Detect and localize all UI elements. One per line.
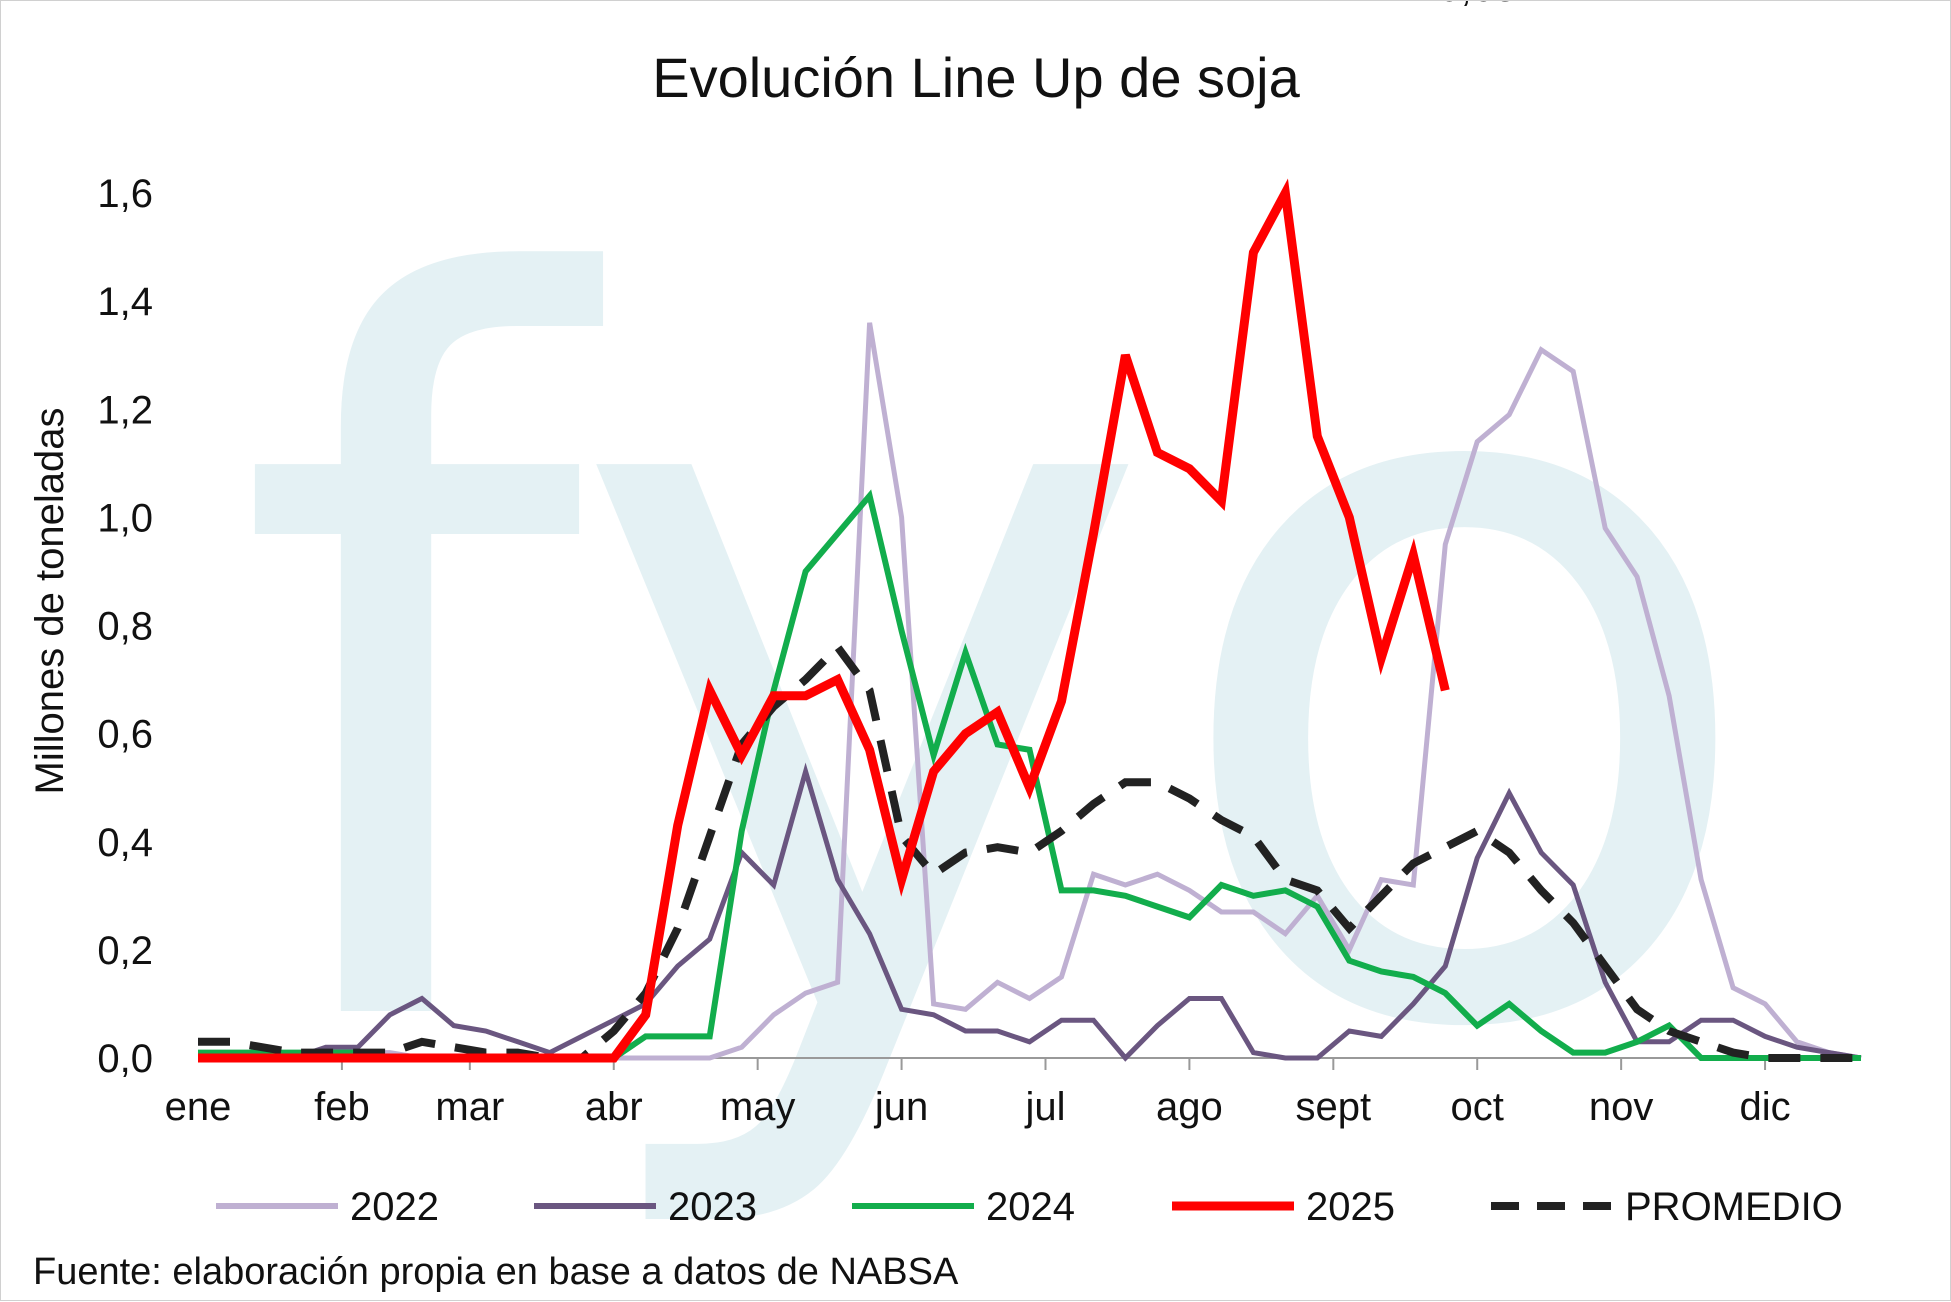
y-tick-label: 1,0: [97, 496, 153, 540]
series-line-2025: [198, 178, 1450, 1063]
y-axis-label: Millones de toneladas: [28, 408, 72, 795]
y-tick-label: 0,0: [97, 1037, 153, 1081]
x-axis: ene feb mar abr may jun jul ago sept oct nov dic: [165, 1057, 1861, 1129]
legend: 2022 2023 2024 2025 PROMEDIO: [216, 1185, 1843, 1229]
x-tick-label: jul: [1024, 1085, 1065, 1129]
source-note: Fuente: elaboración propia en base a dat…: [33, 1251, 959, 1293]
y-tick-label: 1,4: [97, 280, 153, 324]
watermark: fyo: [232, 83, 1770, 1247]
legend-label-promedio: PROMEDIO: [1625, 1185, 1843, 1229]
last-value-label: 0,68: [1438, 1, 1516, 10]
series-line-promedio: [198, 640, 1861, 1062]
x-tick-label: jun: [874, 1085, 928, 1129]
x-tick-label: may: [720, 1085, 796, 1129]
watermark-text: fyo: [232, 83, 1770, 1247]
annotations: 0,68: [1438, 1, 1516, 10]
y-axis-ticks: 0,0 0,2 0,4 0,6 0,8 1,0 1,2 1,4 1,6: [97, 172, 153, 1081]
x-tick-label: ene: [165, 1085, 232, 1129]
x-tick-label: sept: [1296, 1085, 1372, 1129]
legend-label-2023: 2023: [668, 1185, 757, 1229]
y-tick-label: 0,8: [97, 605, 153, 649]
legend-label-2024: 2024: [986, 1185, 1075, 1229]
x-tick-label: feb: [314, 1085, 370, 1129]
x-tick-label: ago: [1156, 1085, 1223, 1129]
legend-label-2025: 2025: [1306, 1185, 1395, 1229]
x-tick-label: dic: [1739, 1085, 1790, 1129]
y-tick-label: 1,6: [97, 172, 153, 216]
x-tick-label: abr: [585, 1085, 643, 1129]
y-tick-label: 0,6: [97, 713, 153, 757]
legend-label-2022: 2022: [350, 1185, 439, 1229]
x-tick-label: mar: [435, 1085, 504, 1129]
chart-title: Evolución Line Up de soja: [652, 46, 1300, 109]
y-tick-label: 0,2: [97, 929, 153, 973]
x-tick-label: oct: [1451, 1085, 1504, 1129]
y-tick-label: 0,4: [97, 821, 153, 865]
series-line-2023: [198, 762, 1862, 1062]
x-tick-label: nov: [1589, 1085, 1654, 1129]
series-lines: [198, 178, 1862, 1063]
y-tick-label: 1,2: [97, 388, 153, 432]
